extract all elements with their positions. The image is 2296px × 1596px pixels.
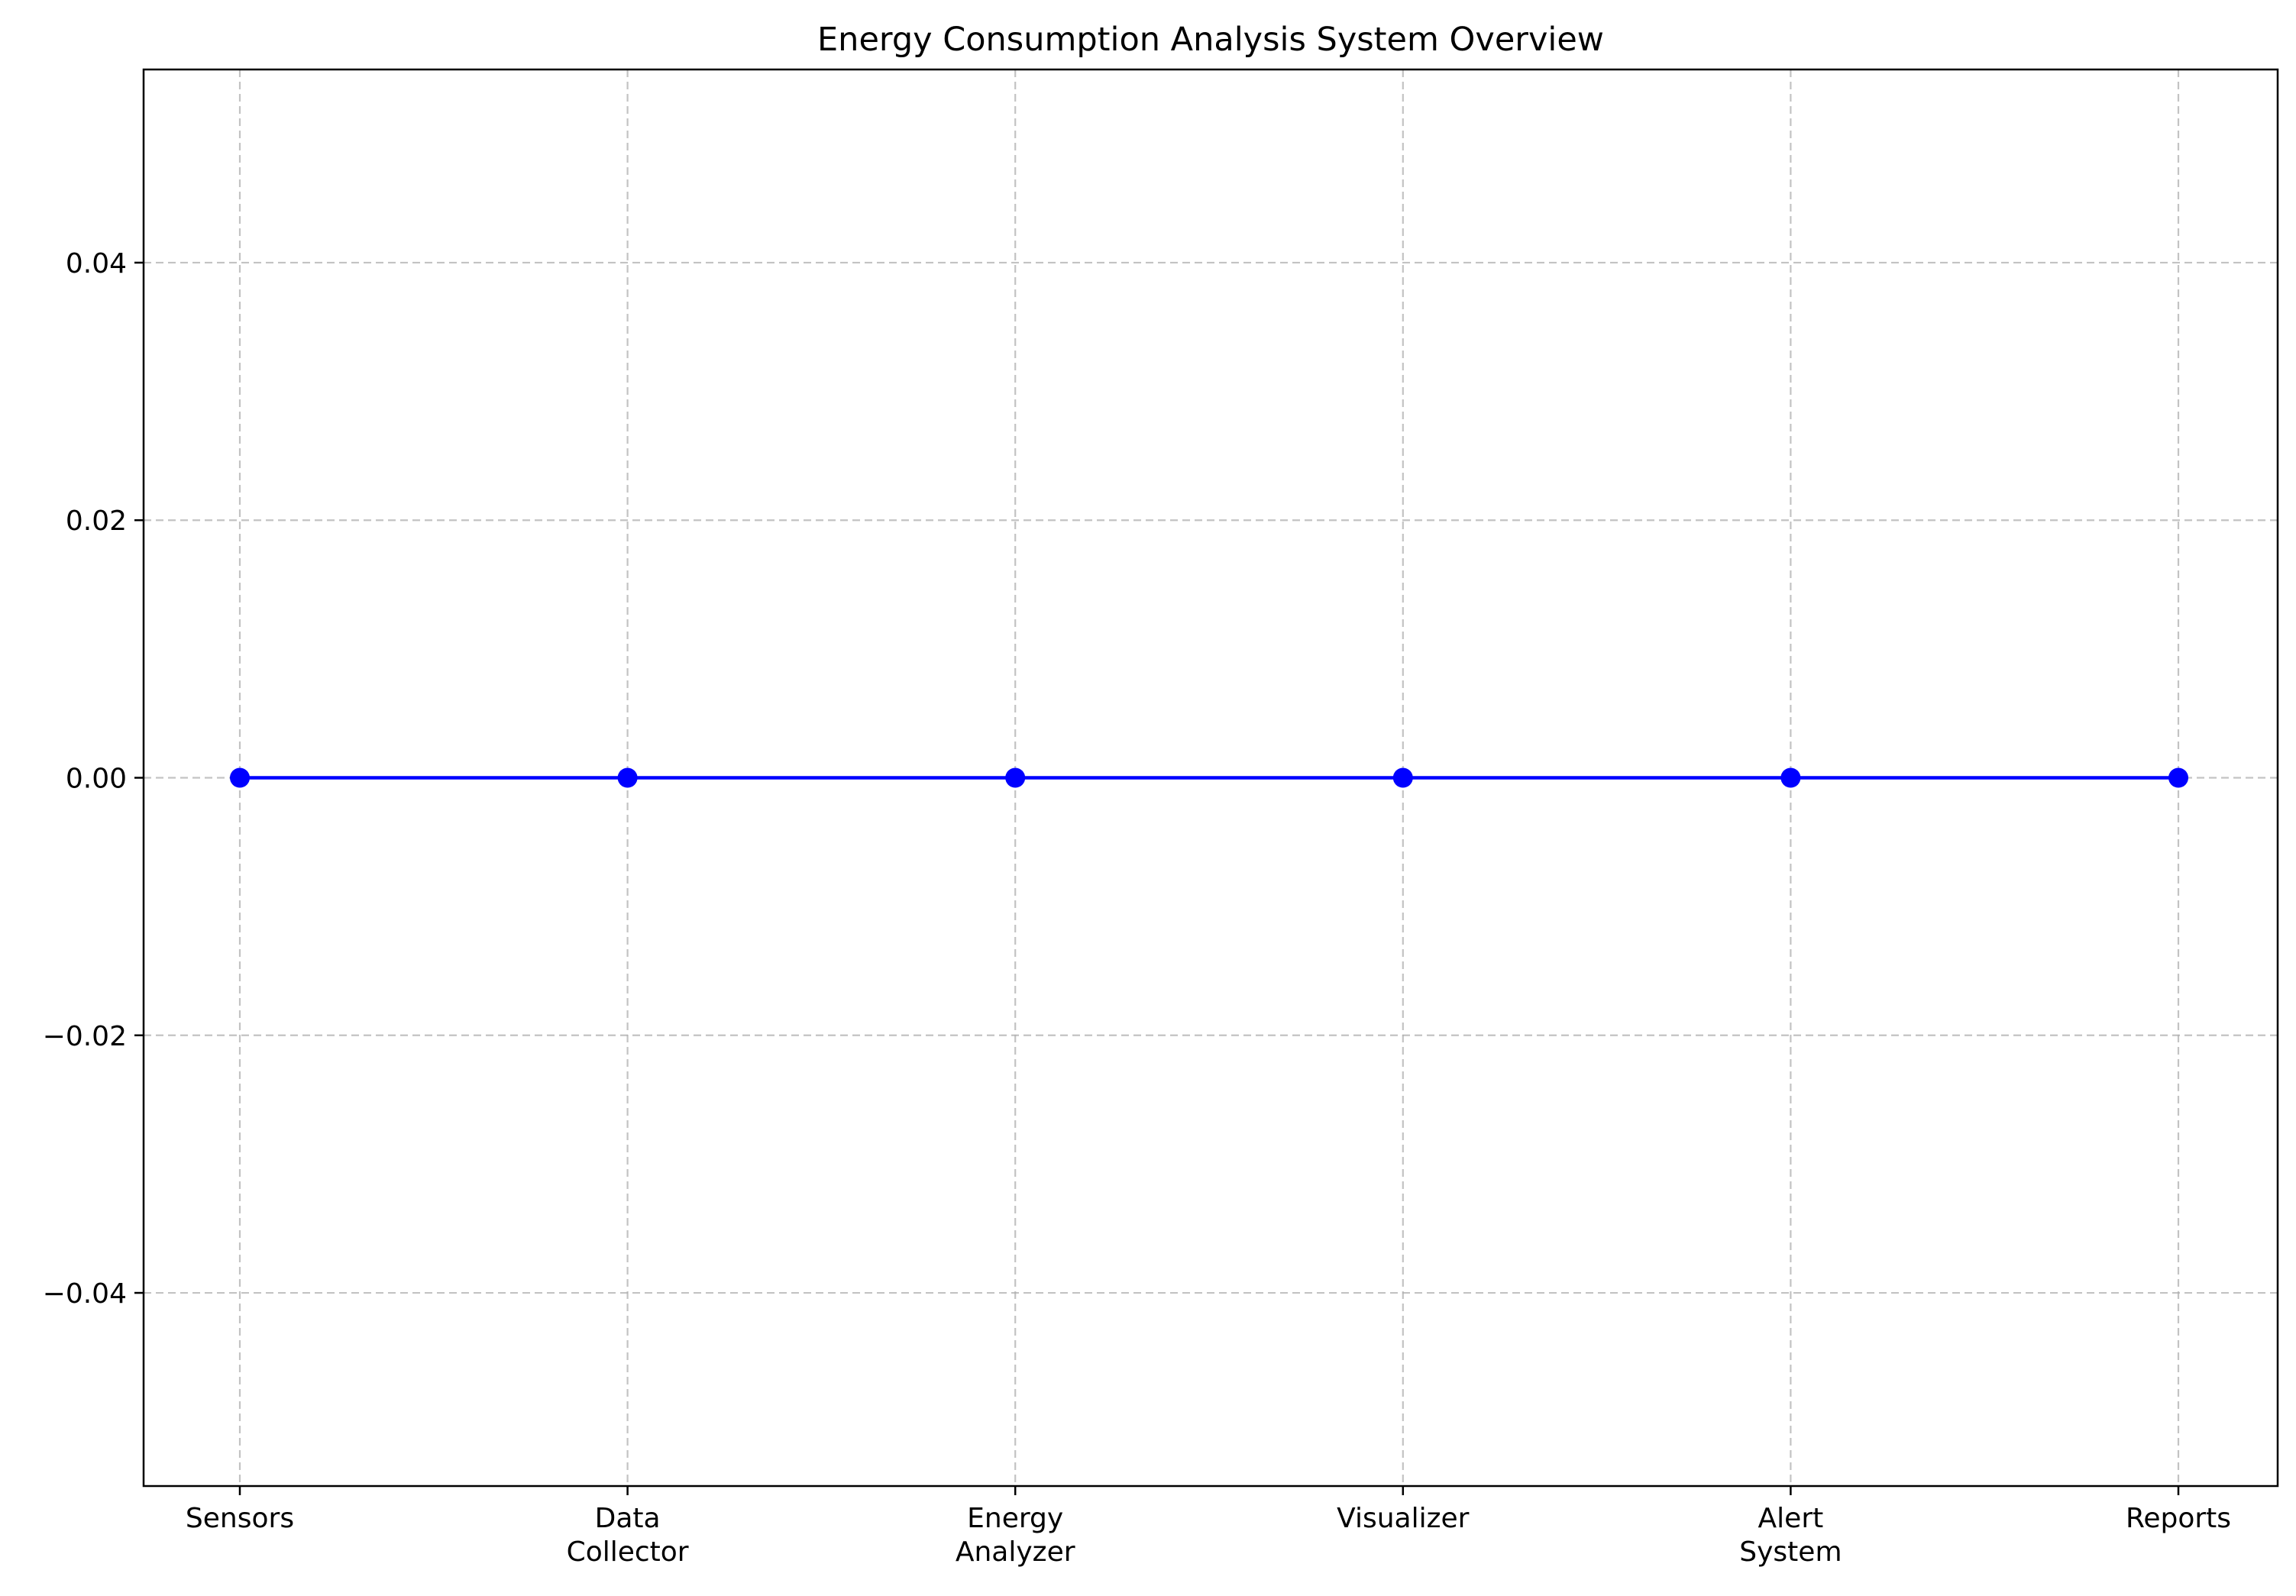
x-tick-label: Reports bbox=[2126, 1503, 2231, 1534]
data-point bbox=[617, 767, 638, 788]
y-tick-label: −0.04 bbox=[43, 1278, 127, 1310]
x-tick-label: Visualizer bbox=[1337, 1503, 1470, 1534]
x-tick-label: Data Collector bbox=[567, 1503, 689, 1568]
chart-title: Energy Consumption Analysis System Overv… bbox=[817, 21, 1604, 59]
x-tick-label: Sensors bbox=[186, 1503, 294, 1534]
data-point bbox=[1005, 767, 1026, 788]
y-axis-ticks: −0.04 −0.02 0.00 0.02 0.04 bbox=[43, 248, 144, 1310]
y-tick-label: −0.02 bbox=[43, 1021, 127, 1052]
y-tick-label: 0.02 bbox=[66, 506, 127, 537]
y-tick-label: 0.00 bbox=[66, 764, 127, 795]
data-marker-layer bbox=[230, 767, 2188, 788]
data-point bbox=[1392, 767, 1413, 788]
data-point bbox=[2168, 767, 2188, 788]
x-axis-ticks: Sensors Data Collector Energy Analyzer Visual… bbox=[186, 1486, 2231, 1568]
data-point bbox=[1780, 767, 1801, 788]
x-tick-label: Energy Analyzer bbox=[956, 1503, 1075, 1568]
x-tick-label: Alert System bbox=[1739, 1503, 1842, 1568]
data-point bbox=[230, 767, 250, 788]
y-tick-label: 0.04 bbox=[66, 248, 127, 279]
